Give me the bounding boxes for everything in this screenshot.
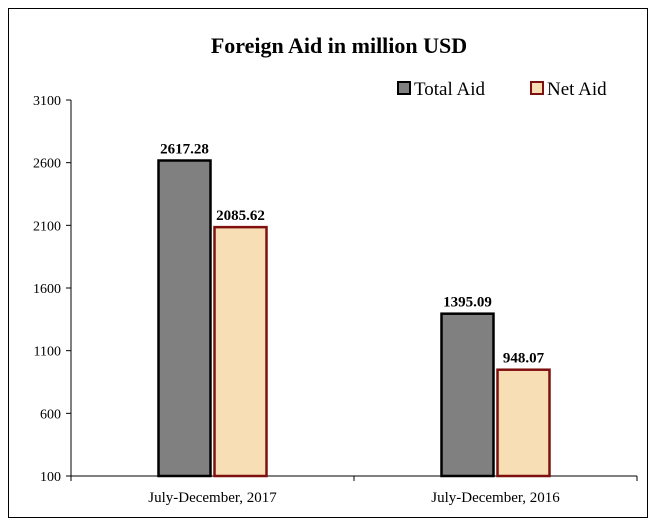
y-tick-label: 1600 [33, 282, 61, 297]
chart-frame: Foreign Aid in million USD Total Aid Net… [8, 8, 648, 518]
legend-label-total-aid: Total Aid [414, 79, 485, 100]
legend-label-net-aid: Net Aid [547, 79, 607, 100]
y-tick-label: 2600 [33, 157, 61, 172]
data-label-total-aid: 1395.09 [443, 295, 492, 311]
data-label-net-aid: 2085.62 [216, 208, 265, 224]
y-tick-label: 3100 [33, 94, 61, 109]
data-label-total-aid: 2617.28 [160, 142, 209, 158]
data-labels: 2617.28 2085.62 1395.09 948.07 [160, 142, 545, 367]
legend: Total Aid Net Aid [397, 79, 607, 100]
bar-net-aid [496, 368, 551, 478]
chart-title: Foreign Aid in million USD [211, 33, 467, 58]
legend-swatch-total-aid [397, 81, 411, 95]
data-label-net-aid: 948.07 [503, 351, 545, 367]
bar-net-aid [213, 225, 268, 478]
axes: 100 600 1100 1600 2100 2600 3100 July-December,… [33, 94, 638, 506]
y-tick-label: 1100 [34, 345, 61, 360]
x-category-label: July-December, 2016 [431, 490, 560, 506]
bar-total-aid [157, 159, 212, 478]
y-tick-label: 600 [40, 407, 61, 422]
y-tick-label: 2100 [33, 219, 61, 234]
y-tick-label: 100 [40, 470, 61, 485]
x-category-label: July-December, 2017 [148, 490, 277, 506]
bar-total-aid [440, 312, 495, 478]
legend-swatch-net-aid [530, 81, 544, 95]
bars [157, 159, 551, 478]
bar-chart: Foreign Aid in million USD Total Aid Net… [33, 33, 638, 506]
